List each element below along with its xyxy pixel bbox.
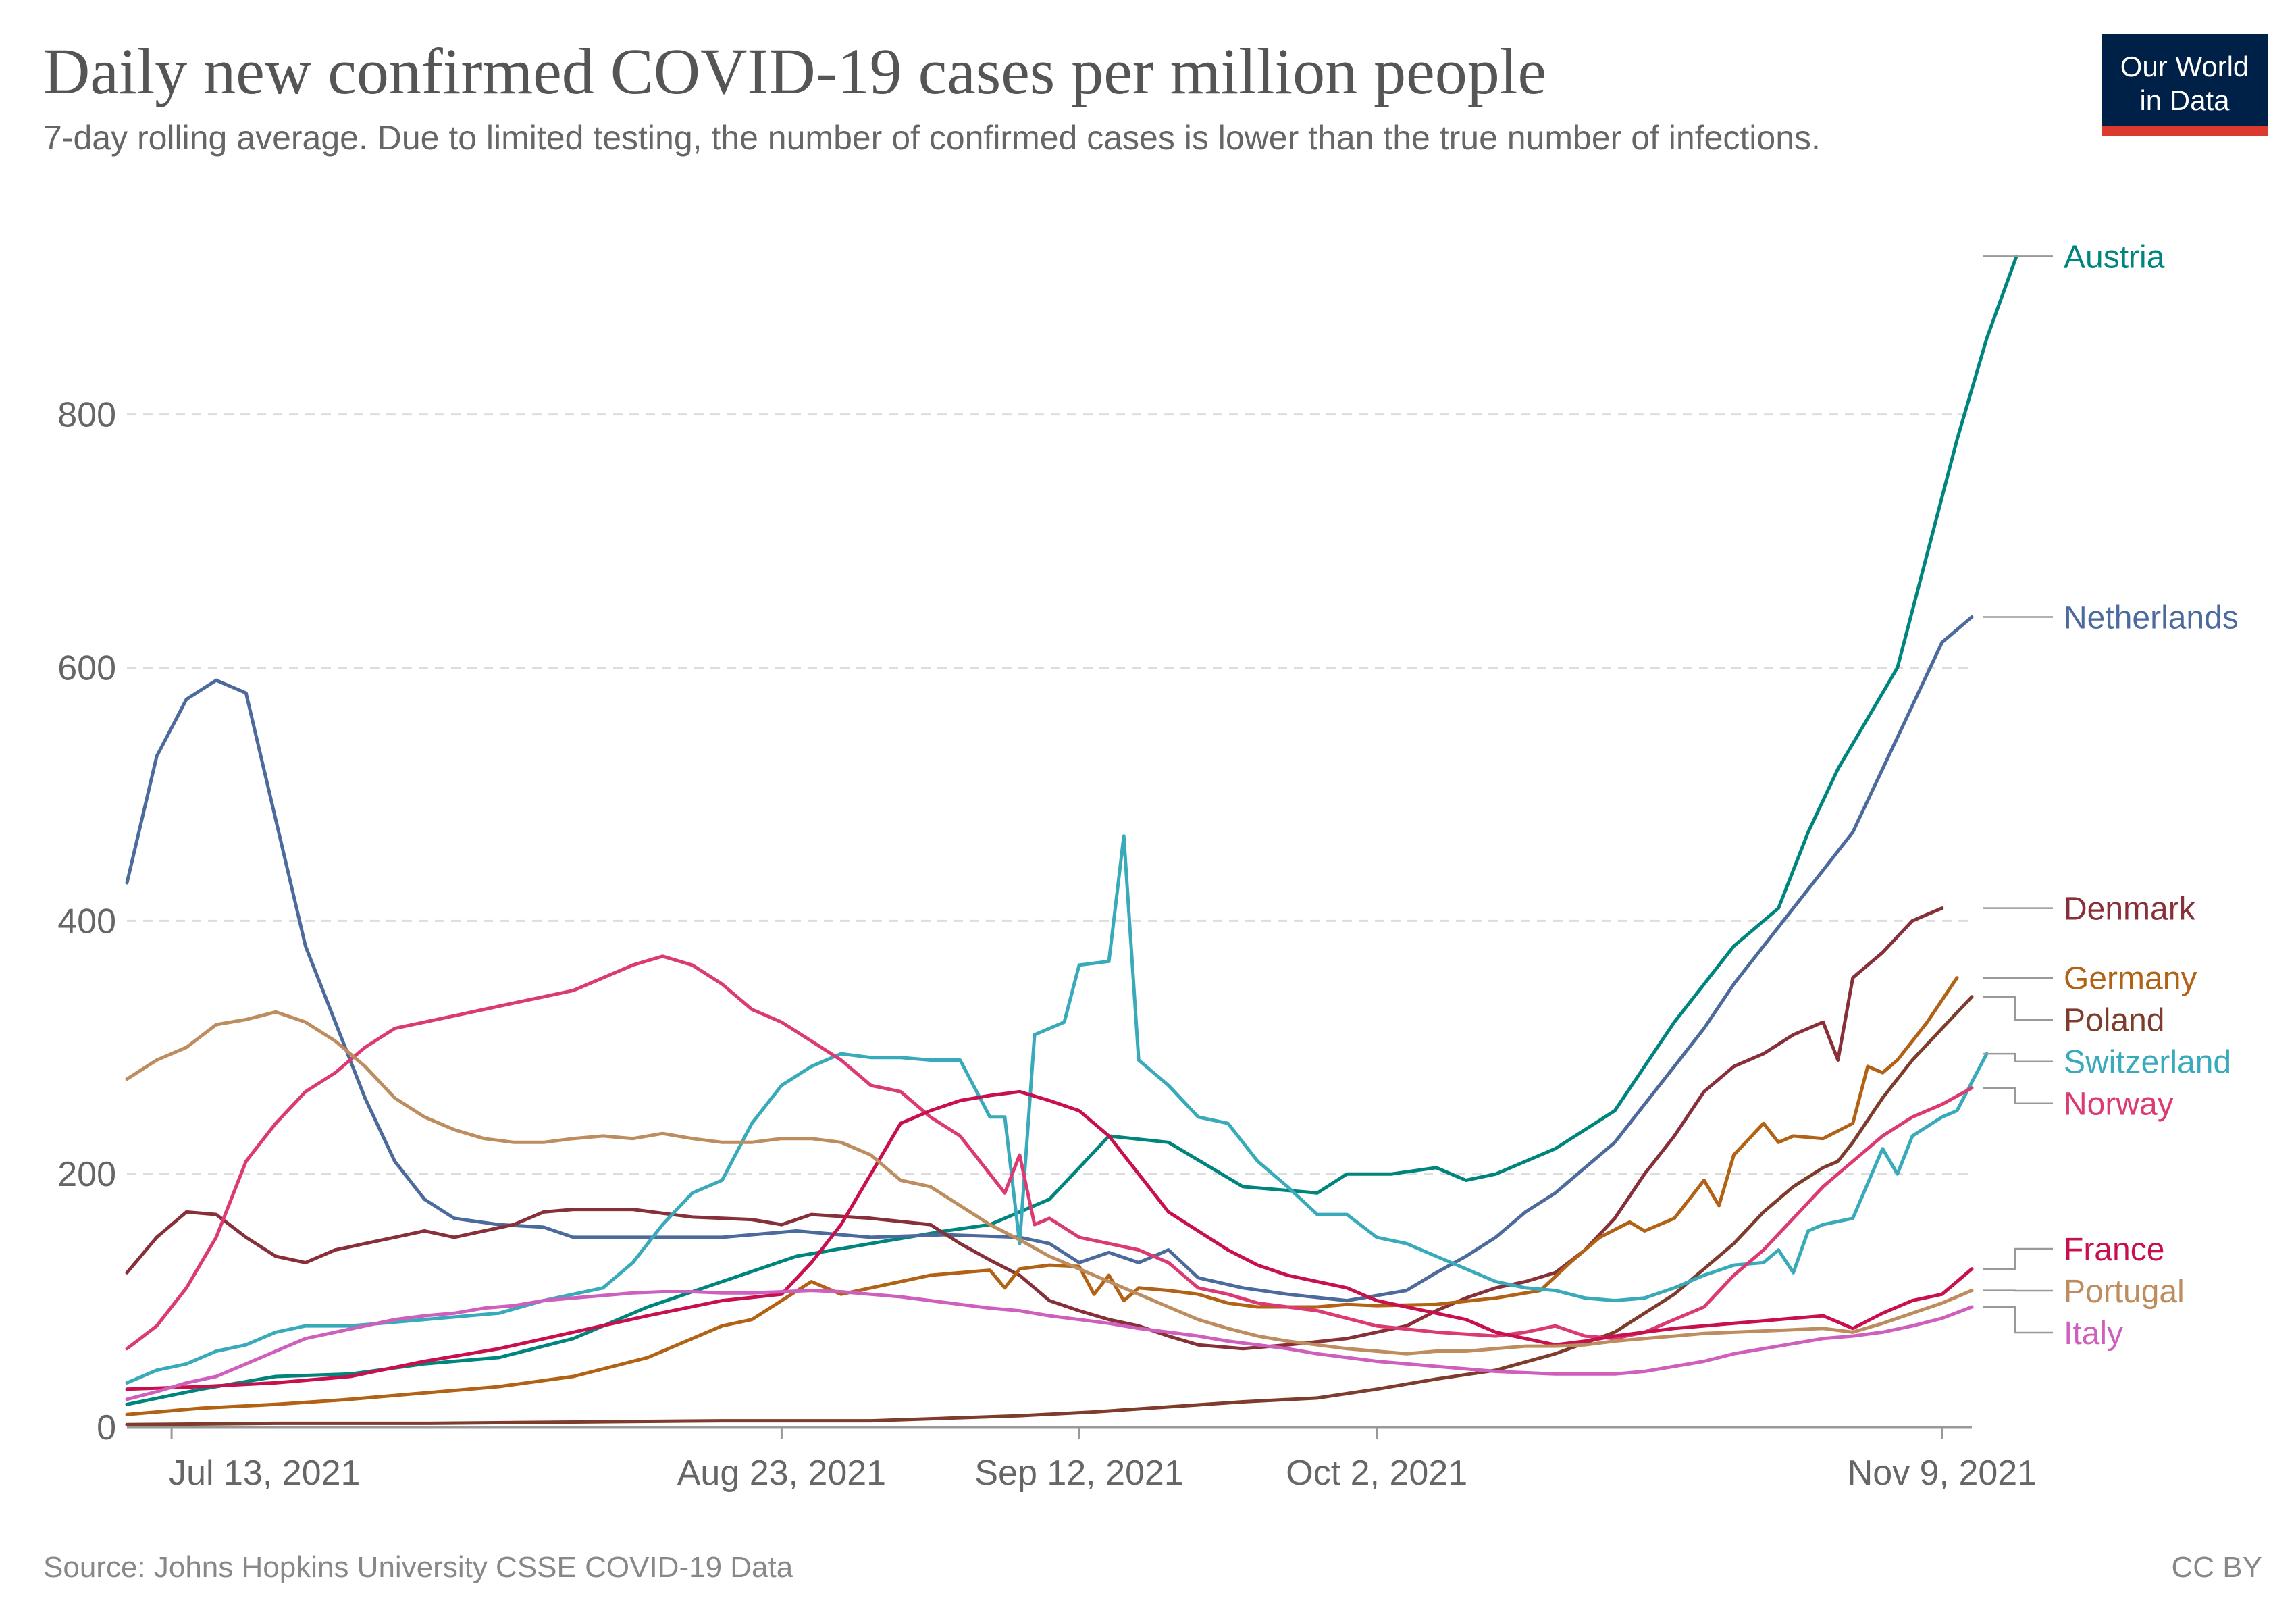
y-tick-label: 0 [97,1408,116,1447]
legend-label-norway: Norway [2064,1087,2174,1123]
leader-line-italy [1983,1306,2053,1334]
y-tick-label: 400 [57,902,116,941]
x-tick-label: Sep 12, 2021 [974,1453,1183,1493]
logo-line-2: in Data [2139,84,2230,116]
series-line-norway [125,954,1974,1351]
series-line-italy [125,1289,1974,1401]
legend-label-portugal: Portugal [2064,1274,2185,1310]
legend-label-poland: Poland [2064,1003,2164,1039]
series-line-denmark [125,906,1944,1351]
series-line-poland [125,995,1974,1426]
series-line-austria [125,254,2018,1406]
leader-line-norway [1983,1087,2053,1104]
series-line-portugal [125,1010,1974,1356]
logo-line-1: Our World [2120,51,2249,82]
owid-logo[interactable]: Our World in Data [2102,34,2268,136]
y-tick-label: 600 [57,648,116,688]
legend-label-italy: Italy [2064,1316,2123,1352]
leader-line-france [1983,1247,2053,1270]
chart-title: Daily new confirmed COVID-19 cases per m… [43,35,1547,107]
x-tick-label: Aug 23, 2021 [677,1453,886,1493]
leader-line-poland [1983,996,2053,1021]
source-note: Source: Johns Hopkins University CSSE CO… [43,1551,793,1584]
y-tick-label: 800 [57,396,116,435]
x-tick-label: Jul 13, 2021 [169,1453,360,1493]
legend-label-switzerland: Switzerland [2064,1045,2231,1081]
legend-label-austria: Austria [2064,239,2165,275]
legend-label-germany: Germany [2064,961,2197,997]
x-tick-label: Oct 2, 2021 [1286,1453,1467,1493]
legend-label-netherlands: Netherlands [2064,600,2239,636]
y-tick-label: 200 [57,1155,116,1194]
series-line-switzerland [125,834,1989,1385]
series-line-france [125,1089,1974,1391]
legend-label-denmark: Denmark [2064,892,2196,927]
legend-label-france: France [2064,1232,2164,1268]
x-tick-label: Nov 9, 2021 [1848,1453,2037,1493]
license-label[interactable]: CC BY [2171,1551,2262,1584]
leader-line-switzerland [1983,1052,2053,1062]
series-line-germany [125,976,1959,1416]
chart-subtitle: 7-day rolling average. Due to limited te… [43,119,1821,157]
